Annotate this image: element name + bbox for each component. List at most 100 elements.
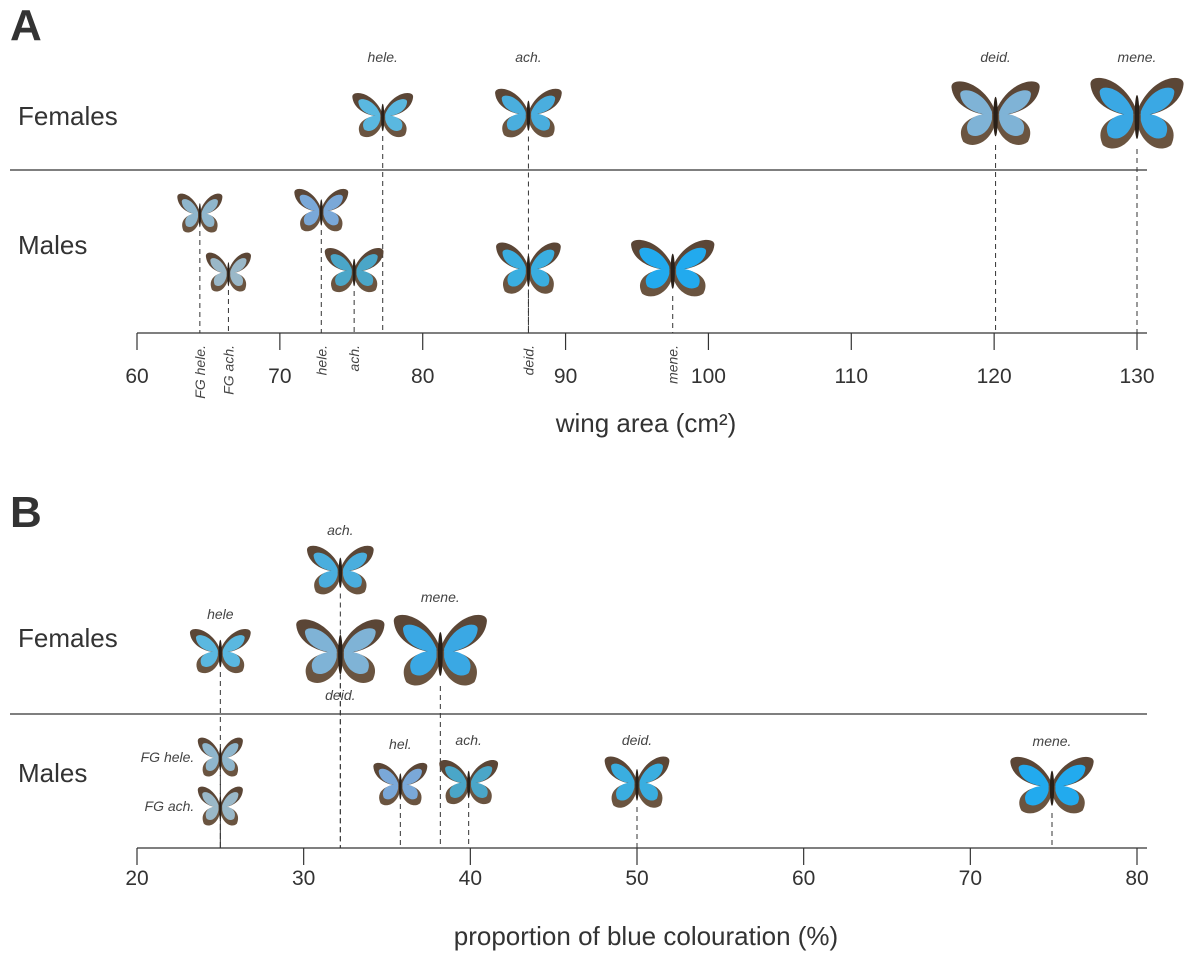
point-label: mene. [1033,733,1072,749]
butterfly [307,546,374,595]
panel-label: A [10,1,42,50]
point-label: ach. [346,345,362,371]
butterfly [1010,757,1093,814]
wing-pair [439,760,468,804]
wing-pair [1090,78,1137,149]
x-tick-label: 80 [1125,867,1148,890]
butterfly [951,81,1039,145]
row-label: Females [18,623,118,653]
butterfly [394,615,487,686]
point-label: FG ach. [220,345,236,395]
point-label: hel. [389,736,412,752]
wing-pair [325,248,354,292]
wing-pair [400,763,427,805]
point-label: deid. [325,687,355,703]
body [993,97,998,137]
row-label: Females [18,101,118,131]
x-tick-label: 20 [125,867,148,890]
body [1050,771,1054,806]
x-tick-label: 30 [292,867,315,890]
butterfly [352,93,413,137]
wing-pair [340,619,384,683]
wing-pair [307,546,340,595]
butterfly [325,248,384,292]
butterfly [496,242,561,293]
wing-pair [1137,78,1184,149]
wing-pair [294,189,321,231]
butterfly [605,756,670,807]
butterfly [439,760,498,804]
point-label: deid. [622,732,652,748]
body [438,632,443,676]
wing-pair [220,738,243,777]
x-axis-label: proportion of blue colouration (%) [454,921,838,951]
wing-pair [528,242,560,293]
wing-pair [198,738,221,777]
x-tick-label: 40 [459,867,482,890]
butterfly [198,738,243,777]
wing-pair [177,194,200,233]
wing-pair [383,93,413,137]
wing-pair [1010,757,1052,814]
wing-pair [352,93,382,137]
body [219,640,222,668]
x-tick-label: 130 [1119,365,1154,388]
wing-pair [373,763,400,805]
body [338,635,343,675]
wing-pair [996,81,1040,145]
wing-pair [198,787,221,826]
x-tick-label: 70 [959,867,982,890]
wing-pair [321,189,348,231]
body [320,199,323,225]
body [381,104,384,132]
x-axis-label: wing area (cm²) [555,408,737,438]
point-label: mene. [665,345,681,384]
wing-pair [637,756,669,807]
butterfly [294,189,348,231]
point-label: ach. [327,522,353,538]
wing-pair [220,787,243,826]
wing-pair [605,756,637,807]
point-label: deid. [520,345,536,375]
butterfly [373,763,427,805]
wing-pair [951,81,995,145]
butterfly [177,194,222,233]
butterfly [631,240,714,297]
body [527,255,530,287]
x-tick-label: 110 [835,365,868,388]
point-label: FG hele. [141,749,195,765]
point-label: hele. [313,345,329,375]
wing-pair [228,253,251,292]
x-tick-label: 120 [977,365,1012,388]
body [671,254,675,289]
x-tick-label: 80 [411,365,434,388]
point-label: ach. [455,732,481,748]
point-label: hele [207,606,234,622]
wing-pair [496,242,528,293]
figure: A60708090100110120130wing area (cm²)Fema… [0,0,1188,966]
body [467,771,470,799]
body [635,769,638,801]
panel-label: B [10,488,42,537]
butterfly [495,89,562,138]
point-label: FG hele. [192,345,208,399]
point-label: ach. [515,49,541,65]
body [527,101,530,131]
body [1135,95,1140,139]
body [227,262,229,286]
wing-pair [340,546,373,595]
wing-pair [190,629,220,673]
row-label: Males [18,230,87,260]
x-tick-label: 90 [554,365,577,388]
wing-pair [495,89,528,138]
body [353,259,356,287]
wing-pair [220,629,250,673]
wing-pair [1052,757,1094,814]
wing-pair [296,619,340,683]
butterfly [190,629,251,673]
wing-pair [200,194,223,233]
wing-pair [673,240,715,297]
butterfly [1090,78,1183,149]
point-label: mene. [1118,49,1157,65]
point-label: deid. [980,49,1010,65]
